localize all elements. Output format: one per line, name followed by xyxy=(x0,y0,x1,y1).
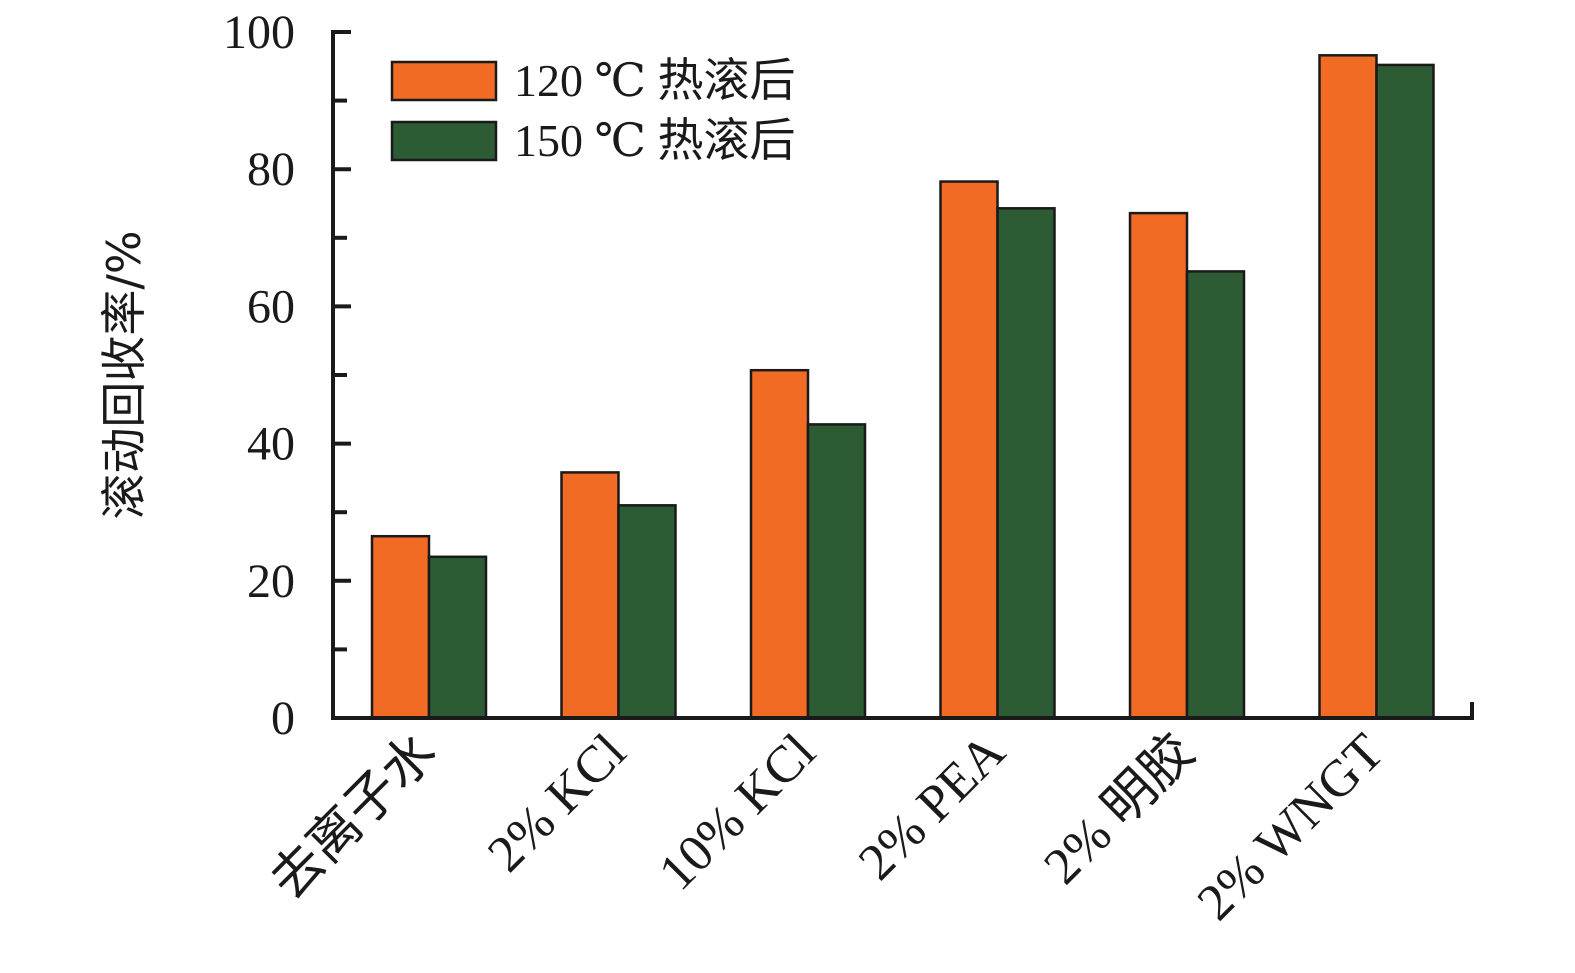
x-category-labels-layer: 去离子水 2% KCl 10% KCl 2% PEA 2% 明胶2% WNGT xyxy=(260,723,1395,931)
x-category-label-0: 去离子水 xyxy=(260,723,447,910)
legend-label-0: 120 ℃ 热滚后 xyxy=(514,55,795,106)
x-category-label-4: 2% 明胶 xyxy=(1033,723,1205,895)
axes-layer xyxy=(331,30,1474,720)
x-category-label-3: 2% PEA xyxy=(848,723,1016,891)
bar-series1-3 xyxy=(939,180,999,720)
legend-label-1: 150 ℃ 热滚后 xyxy=(514,115,795,166)
bar-series1-0 xyxy=(370,534,431,720)
y-ticks-layer: 0 20 40 60 80 100 xyxy=(223,6,351,745)
bar-series2-1 xyxy=(617,504,677,720)
bar-series2-2 xyxy=(806,423,867,720)
y-tick-label-20: 20 xyxy=(247,555,295,608)
bar-series2-3 xyxy=(996,207,1056,720)
bar-series1-4 xyxy=(1128,211,1189,720)
bar-series2-0 xyxy=(427,555,488,720)
legend-swatch-0 xyxy=(390,60,498,102)
bar-series2-5 xyxy=(1375,63,1435,720)
x-category-label-2: 10% KCl xyxy=(648,723,826,901)
y-axis-title: 滚动回收率/% xyxy=(97,230,151,519)
x-category-label-1: 2% KCl xyxy=(477,723,637,883)
bar-series1-5 xyxy=(1318,54,1378,720)
y-tick-label-0: 0 xyxy=(271,692,295,745)
bar-series1-1 xyxy=(560,471,620,720)
bar-series1-2 xyxy=(749,368,810,720)
bar-series2-4 xyxy=(1185,270,1246,720)
y-tick-label-40: 40 xyxy=(247,418,295,471)
legend-swatch-1 xyxy=(390,120,498,162)
bars-layer xyxy=(370,54,1435,720)
legend: 120 ℃ 热滚后 150 ℃ 热滚后 xyxy=(390,55,795,166)
x-category-label-5: 2% WNGT xyxy=(1187,723,1395,931)
y-tick-label-60: 60 xyxy=(247,280,295,333)
y-tick-label-100: 100 xyxy=(223,6,295,59)
y-tick-label-80: 80 xyxy=(247,143,295,196)
